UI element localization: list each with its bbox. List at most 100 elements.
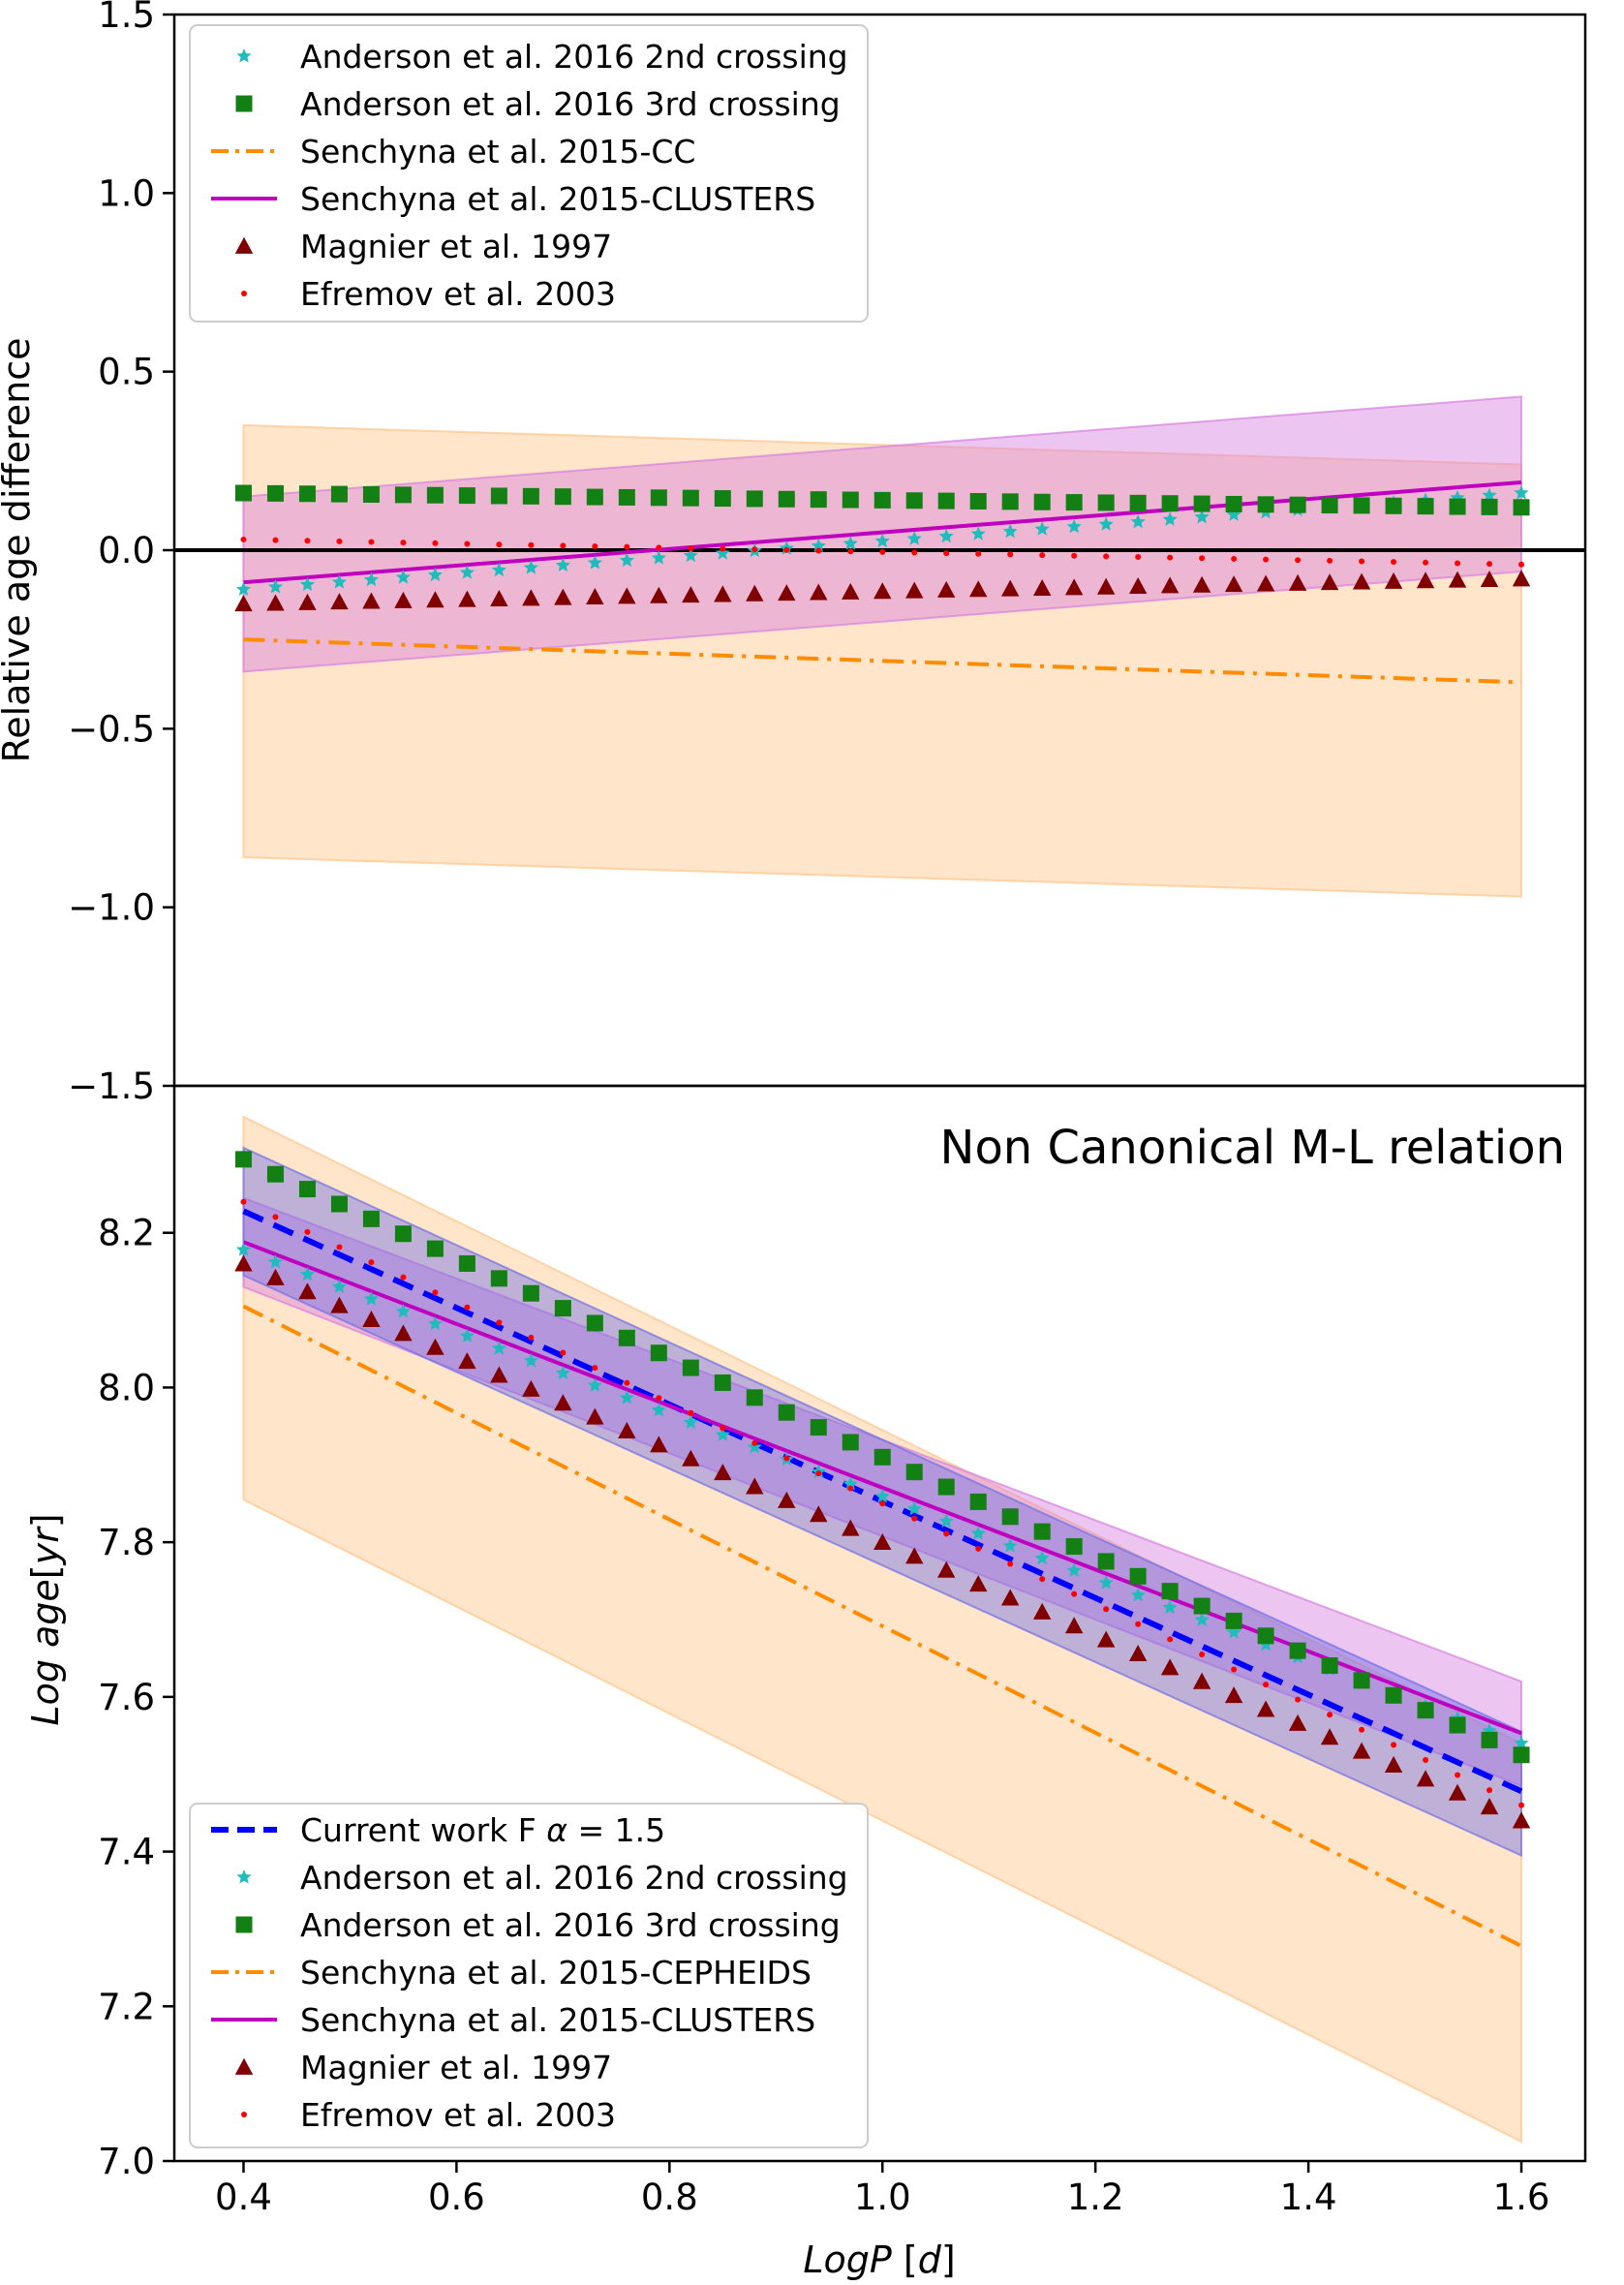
data-point bbox=[683, 1414, 698, 1430]
data-point bbox=[490, 1366, 508, 1383]
data-point bbox=[304, 538, 311, 544]
data-point bbox=[1288, 1714, 1307, 1731]
data-point bbox=[1263, 556, 1270, 563]
data-point bbox=[336, 1244, 343, 1251]
data-point bbox=[811, 538, 826, 553]
data-point bbox=[1416, 571, 1435, 589]
bottom-ylabel: Log age[yr] bbox=[24, 1513, 67, 1725]
series-markers-5 bbox=[234, 1254, 1531, 1829]
data-point bbox=[299, 1266, 316, 1281]
data-point bbox=[522, 1379, 540, 1397]
data-point bbox=[1007, 551, 1014, 558]
data-point bbox=[395, 570, 411, 584]
legend-marker bbox=[234, 236, 254, 254]
top-series bbox=[174, 479, 1585, 685]
data-point bbox=[1514, 485, 1529, 500]
legend-entry: Efremov et al. 2003 bbox=[241, 275, 616, 313]
data-point bbox=[459, 565, 475, 579]
data-point bbox=[555, 557, 570, 572]
data-point bbox=[682, 1359, 699, 1376]
x-tick-label: 0.4 bbox=[215, 2177, 272, 2218]
data-point bbox=[714, 1464, 732, 1481]
legend-label: Current work F α = 1.5 bbox=[300, 1811, 665, 1849]
data-point bbox=[1321, 497, 1338, 514]
data-point bbox=[362, 592, 381, 609]
data-point bbox=[1288, 573, 1307, 591]
data-point bbox=[715, 1427, 730, 1441]
data-point bbox=[1128, 577, 1148, 595]
data-point bbox=[458, 487, 475, 505]
data-point bbox=[624, 543, 630, 550]
x-tick-label: 1.2 bbox=[1067, 2177, 1124, 2218]
data-point bbox=[943, 1530, 950, 1537]
data-point bbox=[555, 1365, 570, 1380]
bottom-axes-frame bbox=[172, 1084, 1587, 2163]
bottom-legend-box bbox=[189, 1803, 869, 2148]
data-point bbox=[1352, 572, 1371, 590]
data-point bbox=[1162, 511, 1178, 526]
data-point bbox=[619, 552, 634, 568]
data-point bbox=[592, 1365, 598, 1372]
data-point bbox=[879, 1500, 886, 1507]
data-point bbox=[618, 488, 635, 506]
data-point bbox=[1162, 1599, 1178, 1615]
data-point bbox=[1448, 571, 1467, 588]
data-point bbox=[905, 1464, 923, 1481]
data-point bbox=[234, 484, 252, 502]
series-line-3 bbox=[242, 1304, 1522, 1948]
y-tick-label: 1.5 bbox=[98, 0, 155, 36]
data-point bbox=[905, 492, 923, 509]
data-point bbox=[1002, 523, 1018, 539]
data-point bbox=[815, 547, 822, 554]
data-point bbox=[715, 545, 730, 560]
data-point bbox=[1486, 1787, 1493, 1794]
bottom-legend: Current work F α = 1.5 Anderson et al. 20… bbox=[189, 1803, 869, 2148]
bottom-xticks: 0.4 0.6 0.8 1.0 1.2 1.4 1.6 bbox=[215, 2161, 1549, 2218]
top-panel: 1.5 1.0 0.5 0.0 −1.0 −1.5 −0.5 Relative age di… bbox=[0, 0, 1587, 1107]
data-point bbox=[1231, 555, 1238, 562]
top-yticks: 1.5 1.0 0.5 0.0 −1.0 −1.5 −0.5 bbox=[68, 0, 174, 1107]
data-point bbox=[1455, 560, 1461, 567]
data-point bbox=[395, 1304, 411, 1318]
data-point bbox=[1071, 1590, 1078, 1597]
data-point bbox=[1160, 576, 1180, 594]
bottom-legend-items: Current work F α = 1.5 Anderson et al. 20… bbox=[211, 1811, 848, 2134]
data-point bbox=[330, 485, 348, 503]
data-point bbox=[330, 1296, 349, 1313]
bottom-yticks: 7.0 7.2 7.4 7.6 7.8 8.0 8.2 bbox=[98, 1213, 174, 2182]
legend-entry: Magnier et al. 1997 bbox=[234, 228, 612, 265]
data-point bbox=[336, 538, 343, 544]
data-point bbox=[1448, 1783, 1467, 1801]
data-point bbox=[1257, 1627, 1274, 1645]
data-point bbox=[911, 549, 918, 556]
xlabel-close: ] bbox=[941, 2239, 956, 2281]
series-markers-6 bbox=[240, 1198, 1525, 1808]
data-point bbox=[426, 591, 444, 608]
data-point bbox=[586, 1407, 604, 1425]
data-point bbox=[1327, 557, 1333, 564]
y-tick-label: 8.2 bbox=[98, 1213, 155, 1254]
data-point bbox=[1481, 498, 1498, 515]
top-legend-box bbox=[189, 24, 869, 323]
data-point bbox=[969, 1575, 988, 1592]
legend-label: Efremov et al. 2003 bbox=[300, 2096, 616, 2134]
x-tick-label: 1.0 bbox=[854, 2177, 911, 2218]
data-point bbox=[714, 1374, 731, 1391]
y-tick-label: 7.4 bbox=[98, 1832, 155, 1873]
data-point bbox=[426, 486, 444, 504]
data-point bbox=[810, 1419, 827, 1436]
data-point bbox=[969, 1493, 987, 1510]
data-point bbox=[1193, 1597, 1210, 1615]
data-point bbox=[1103, 553, 1110, 560]
data-point bbox=[1225, 495, 1242, 512]
data-point bbox=[1033, 1523, 1051, 1540]
data-point bbox=[1128, 1644, 1148, 1661]
data-point bbox=[619, 1390, 634, 1405]
data-point bbox=[1064, 1617, 1084, 1634]
data-point bbox=[778, 1491, 796, 1508]
ylabel-italic: Log age bbox=[24, 1579, 67, 1725]
data-point bbox=[1066, 518, 1082, 534]
data-point bbox=[426, 1240, 444, 1257]
data-point bbox=[299, 576, 316, 591]
data-point bbox=[778, 1404, 795, 1421]
